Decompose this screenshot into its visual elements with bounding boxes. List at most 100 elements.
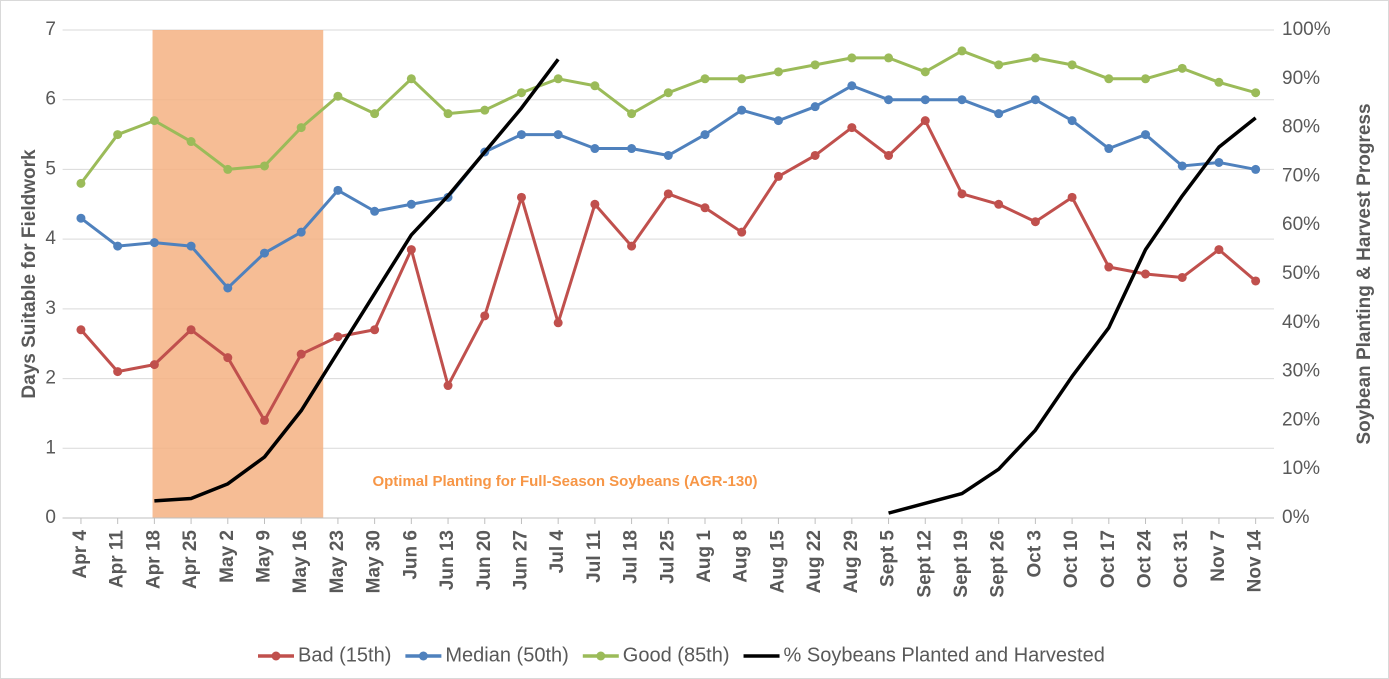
series-marker [700, 74, 710, 84]
series-marker [590, 144, 600, 154]
series-marker [1177, 161, 1187, 171]
y2-tick-label: 50% [1282, 263, 1320, 284]
y2-tick-label: 30% [1282, 361, 1320, 382]
series-marker [516, 192, 526, 202]
highlight-label: Optimal Planting for Full-Season Soybean… [372, 473, 757, 490]
series-marker [553, 130, 563, 140]
legend-marker [271, 651, 281, 661]
x-tick-label: Jun 27 [510, 530, 531, 590]
series-marker [994, 60, 1004, 70]
y2-tick-label: 20% [1282, 409, 1320, 430]
x-tick-label: Aug 15 [767, 530, 788, 594]
y2-tick-label: 80% [1282, 117, 1320, 138]
series-marker [1067, 60, 1077, 70]
series-marker [627, 144, 637, 154]
series-marker [370, 206, 380, 216]
series-marker [773, 67, 783, 77]
x-tick-label: Apr 11 [107, 530, 128, 589]
y2-tick-label: 60% [1282, 214, 1320, 235]
y2-tick-label: 90% [1282, 68, 1320, 89]
series-marker [186, 241, 196, 251]
series-marker [1214, 77, 1224, 87]
series-marker [296, 349, 306, 359]
series-marker [847, 53, 857, 63]
x-tick-label: Sept 12 [914, 530, 935, 598]
series-marker [553, 318, 563, 328]
series-marker [149, 360, 159, 370]
series-marker [516, 130, 526, 140]
series-marker [920, 95, 930, 105]
y2-tick-label: 40% [1282, 312, 1320, 333]
x-tick-label: Sept 26 [988, 530, 1009, 598]
x-tick-label: Oct 3 [1024, 530, 1045, 578]
x-tick-label: May 9 [254, 530, 275, 583]
series-marker [1067, 192, 1077, 202]
series-marker [113, 367, 123, 377]
series-marker [76, 213, 86, 223]
series-marker [260, 248, 269, 258]
x-tick-label: Aug 22 [804, 530, 825, 593]
series-marker [1214, 245, 1224, 255]
series-marker [700, 130, 710, 140]
x-tick-label: Apr 4 [70, 530, 91, 579]
highlight-band [152, 30, 324, 518]
x-tick-label: May 16 [290, 530, 311, 593]
series-marker [1030, 53, 1040, 63]
series-marker [627, 109, 637, 119]
series-marker [370, 325, 380, 335]
series-marker [480, 105, 490, 115]
series-line [154, 58, 1257, 515]
series-marker [957, 46, 967, 56]
series-marker [957, 95, 967, 105]
series-marker [663, 150, 673, 160]
x-tick-label: Oct 31 [1171, 530, 1192, 589]
y-tick-label: 3 [45, 298, 56, 319]
y2-tick-label: 10% [1282, 458, 1320, 479]
x-tick-label: Sept 19 [951, 530, 972, 598]
series-marker [113, 130, 123, 140]
series-marker [1104, 74, 1114, 84]
series-marker [406, 199, 416, 209]
series-marker [333, 332, 343, 342]
x-tick-label: Jun 13 [437, 530, 458, 590]
series-marker [920, 116, 930, 126]
series-marker [333, 91, 343, 101]
series-marker [663, 189, 673, 199]
series-marker [1141, 269, 1151, 279]
x-tick-label: Aug 1 [694, 530, 715, 583]
y2-tick-label: 100% [1282, 19, 1331, 40]
series-marker [370, 109, 380, 119]
y-tick-label: 2 [45, 368, 56, 389]
y-tick-label: 7 [45, 19, 56, 40]
y2-tick-label: 0% [1282, 507, 1310, 528]
series-marker [884, 150, 894, 160]
y-tick-label: 4 [45, 228, 56, 249]
series-marker [443, 381, 453, 391]
series-marker [1104, 262, 1114, 272]
series-marker [1030, 95, 1040, 105]
series-marker [1214, 157, 1224, 167]
y-tick-label: 6 [45, 89, 56, 110]
series-marker [296, 227, 306, 237]
legend-label: % Soybeans Planted and Harvested [784, 644, 1105, 666]
series-marker [1251, 164, 1261, 174]
series-marker [994, 109, 1004, 119]
series-marker [737, 74, 747, 84]
x-tick-label: Jul 11 [584, 530, 605, 583]
x-tick-label: Jun 6 [400, 530, 421, 580]
series-marker [406, 245, 416, 255]
x-tick-label: May 2 [217, 530, 238, 583]
series-marker [333, 185, 343, 195]
y-tick-label: 5 [45, 158, 56, 179]
series-marker [773, 116, 783, 126]
x-tick-label: May 30 [364, 530, 385, 593]
series-marker [76, 325, 86, 335]
series-marker [810, 102, 820, 112]
series-marker [149, 116, 159, 126]
y-tick-label: 0 [45, 507, 56, 528]
series-marker [113, 241, 123, 251]
y-axis-label: Days Suitable for Fieldwork [19, 149, 40, 399]
x-tick-label: Apr 25 [180, 530, 201, 590]
series-marker [1177, 63, 1187, 73]
series-marker [76, 178, 86, 188]
